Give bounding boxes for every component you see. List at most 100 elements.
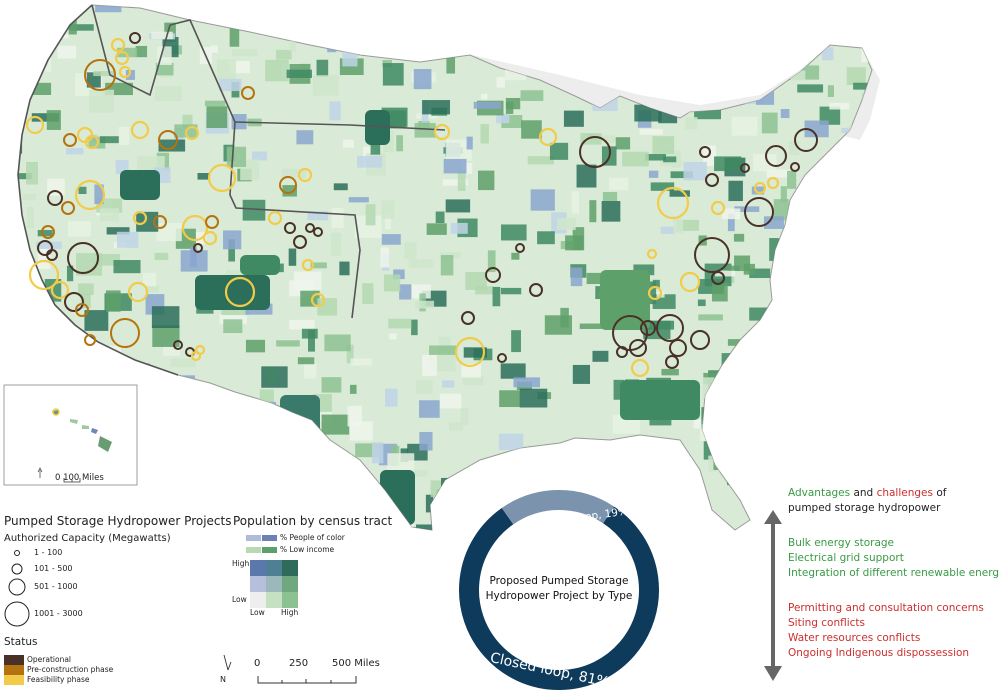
poc-label: % People of color	[280, 533, 345, 542]
project-circle	[84, 134, 100, 150]
project-circle	[110, 318, 140, 348]
hawaii-inset	[3, 384, 138, 486]
project-circle	[629, 339, 647, 357]
project-circle	[647, 285, 663, 301]
project-circle	[28, 259, 60, 291]
project-circle	[205, 215, 219, 229]
project-circle	[130, 120, 150, 140]
project-circle	[461, 311, 475, 325]
capacity-class-1: 1 - 100	[34, 548, 63, 557]
project-circle	[129, 32, 141, 44]
donut-closed-loop-slice	[459, 506, 659, 690]
project-circle	[744, 197, 774, 227]
project-circle	[47, 190, 63, 206]
challenge-item: Permitting and consultation concerns	[788, 602, 984, 614]
project-circle	[656, 314, 684, 342]
project-circle	[267, 210, 283, 226]
project-circle	[616, 346, 628, 358]
inset-north-arrow-icon	[37, 467, 43, 478]
project-circle	[207, 163, 237, 193]
donut-title-line2: Hydropower Project by Type	[485, 590, 633, 602]
capacity-class-4: 1001 - 3000	[34, 609, 83, 618]
project-circle	[529, 283, 543, 297]
population-legend-title: Population by census tract	[233, 514, 393, 528]
challenge-item: Water resources conflicts	[788, 632, 921, 644]
project-circle	[158, 130, 178, 150]
project-circle	[202, 230, 218, 246]
project-circle	[669, 339, 687, 357]
status-legend-title: Status	[4, 636, 38, 648]
project-circle	[25, 115, 45, 135]
capacity-class-2: 101 - 500	[34, 564, 73, 573]
project-type-donut	[459, 490, 659, 690]
advantage-item: Bulk energy storage	[788, 537, 895, 549]
donut-title-line1: Proposed Pumped Storage	[489, 575, 629, 587]
project-circle	[794, 128, 818, 152]
project-circle	[699, 146, 711, 158]
status-preconstruction: Pre-construction phase	[27, 665, 114, 674]
project-circle	[313, 227, 323, 237]
hawaii-islands	[52, 408, 112, 452]
project-circle	[694, 237, 730, 273]
project-circle	[753, 181, 767, 195]
project-circle	[297, 167, 313, 183]
project-circle	[711, 271, 725, 285]
project-circle	[279, 176, 297, 194]
capacity-legend-subtitle: Authorized Capacity (Megawatts)	[4, 533, 171, 544]
side-heading-line1: Advantages and challenges of	[788, 487, 947, 499]
project-circle	[301, 258, 315, 272]
project-circle	[241, 86, 255, 100]
project-circle	[515, 243, 525, 253]
project-circle	[153, 215, 167, 229]
inset-scale-bar	[63, 478, 81, 483]
status-swatch-operational	[4, 655, 24, 665]
axis-low-x: Low	[250, 608, 265, 617]
project-circle	[224, 276, 256, 308]
income-swatch-light	[246, 547, 261, 553]
project-circle	[766, 176, 780, 190]
project-circle	[705, 173, 719, 187]
project-circle	[61, 201, 75, 215]
project-circle	[181, 214, 209, 242]
project-circle	[690, 330, 710, 350]
inset-scale-label: 0 100 Miles	[55, 473, 104, 483]
project-circle	[454, 336, 486, 368]
project-circle	[284, 222, 296, 234]
project-circle	[114, 50, 130, 66]
project-circle	[41, 225, 55, 239]
project-circle	[646, 248, 658, 260]
income-swatch-dark	[262, 547, 277, 553]
project-circle	[110, 37, 126, 53]
project-circle	[538, 127, 558, 147]
project-circle	[118, 65, 132, 79]
project-circle	[630, 358, 650, 378]
project-circle	[740, 163, 750, 173]
advantage-challenge-arrow-icon	[764, 510, 782, 681]
project-circle	[790, 162, 800, 172]
project-circle	[63, 133, 77, 147]
side-heading-line2: pumped storage hydropower	[788, 502, 941, 514]
scale-label-250: 250	[289, 658, 309, 669]
project-circle	[293, 235, 307, 249]
project-circle	[67, 242, 99, 274]
challenge-item: Ongoing Indigenous dispossession	[788, 647, 970, 659]
status-feasibility: Feasibility phase	[27, 675, 90, 684]
capacity-legend-symbols	[4, 550, 30, 627]
project-circle	[310, 292, 326, 308]
project-circle	[665, 355, 679, 369]
project-circle	[50, 280, 70, 300]
project-circle	[656, 186, 690, 220]
project-circle	[127, 281, 149, 303]
advantage-item: Integration of different renewable energ…	[788, 567, 1000, 579]
project-circle	[579, 136, 611, 168]
capacity-legend-title: Pumped Storage Hydropower Projects	[4, 514, 232, 528]
axis-high-x: High	[281, 608, 299, 617]
scale-label-500: 500 Miles	[332, 658, 380, 669]
project-circle	[173, 340, 183, 350]
project-circle	[193, 243, 203, 253]
bivariate-grid	[250, 560, 298, 608]
project-circle	[433, 123, 451, 141]
scale-label-0: 0	[254, 658, 261, 669]
project-circle	[64, 292, 84, 312]
